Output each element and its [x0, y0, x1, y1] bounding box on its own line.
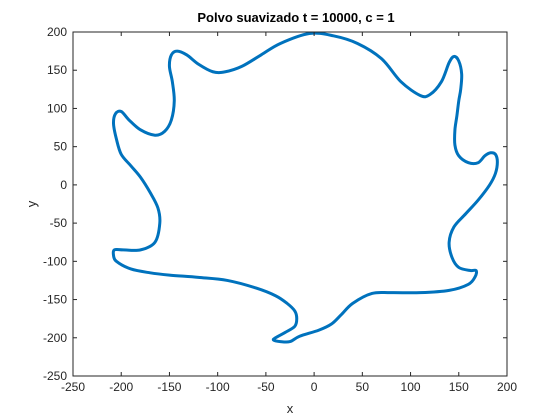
x-tick-label: -150: [157, 380, 181, 394]
y-tick-label: -100: [43, 254, 67, 268]
y-tick-label: 200: [47, 25, 67, 39]
x-tick-label: -100: [206, 380, 230, 394]
y-tick-label: 100: [47, 101, 67, 115]
x-tick-label: 200: [497, 380, 517, 394]
y-tick-label: -50: [50, 216, 68, 230]
plot-area: [111, 31, 499, 344]
y-tick-label: 150: [47, 63, 67, 77]
x-tick-label: 100: [401, 380, 421, 394]
x-tick-label: 50: [356, 380, 370, 394]
y-tick-label: 0: [60, 178, 67, 192]
x-axis: -250 -200 -150 -100 -50 0 50 100 150 200: [61, 32, 517, 394]
axes-box: [72, 31, 508, 377]
y-tick-label: -200: [43, 331, 67, 345]
series-line-0: [111, 31, 499, 344]
y-tick-label: -250: [43, 369, 67, 383]
x-tick-label: -200: [109, 380, 133, 394]
x-tick-label: -250: [61, 380, 85, 394]
y-tick-label: 50: [54, 140, 68, 154]
chart-title: Polvo suavizado t = 10000, c = 1: [197, 10, 394, 25]
x-tick-label: 0: [311, 380, 318, 394]
x-axis-label: x: [287, 401, 294, 416]
y-axis-label: y: [24, 200, 39, 207]
y-tick-label: -150: [43, 293, 67, 307]
x-tick-label: 150: [449, 380, 469, 394]
y-axis: -250 -200 -150 -100 -50 0 50 100 150 200: [43, 25, 507, 383]
x-tick-label: -50: [257, 380, 275, 394]
